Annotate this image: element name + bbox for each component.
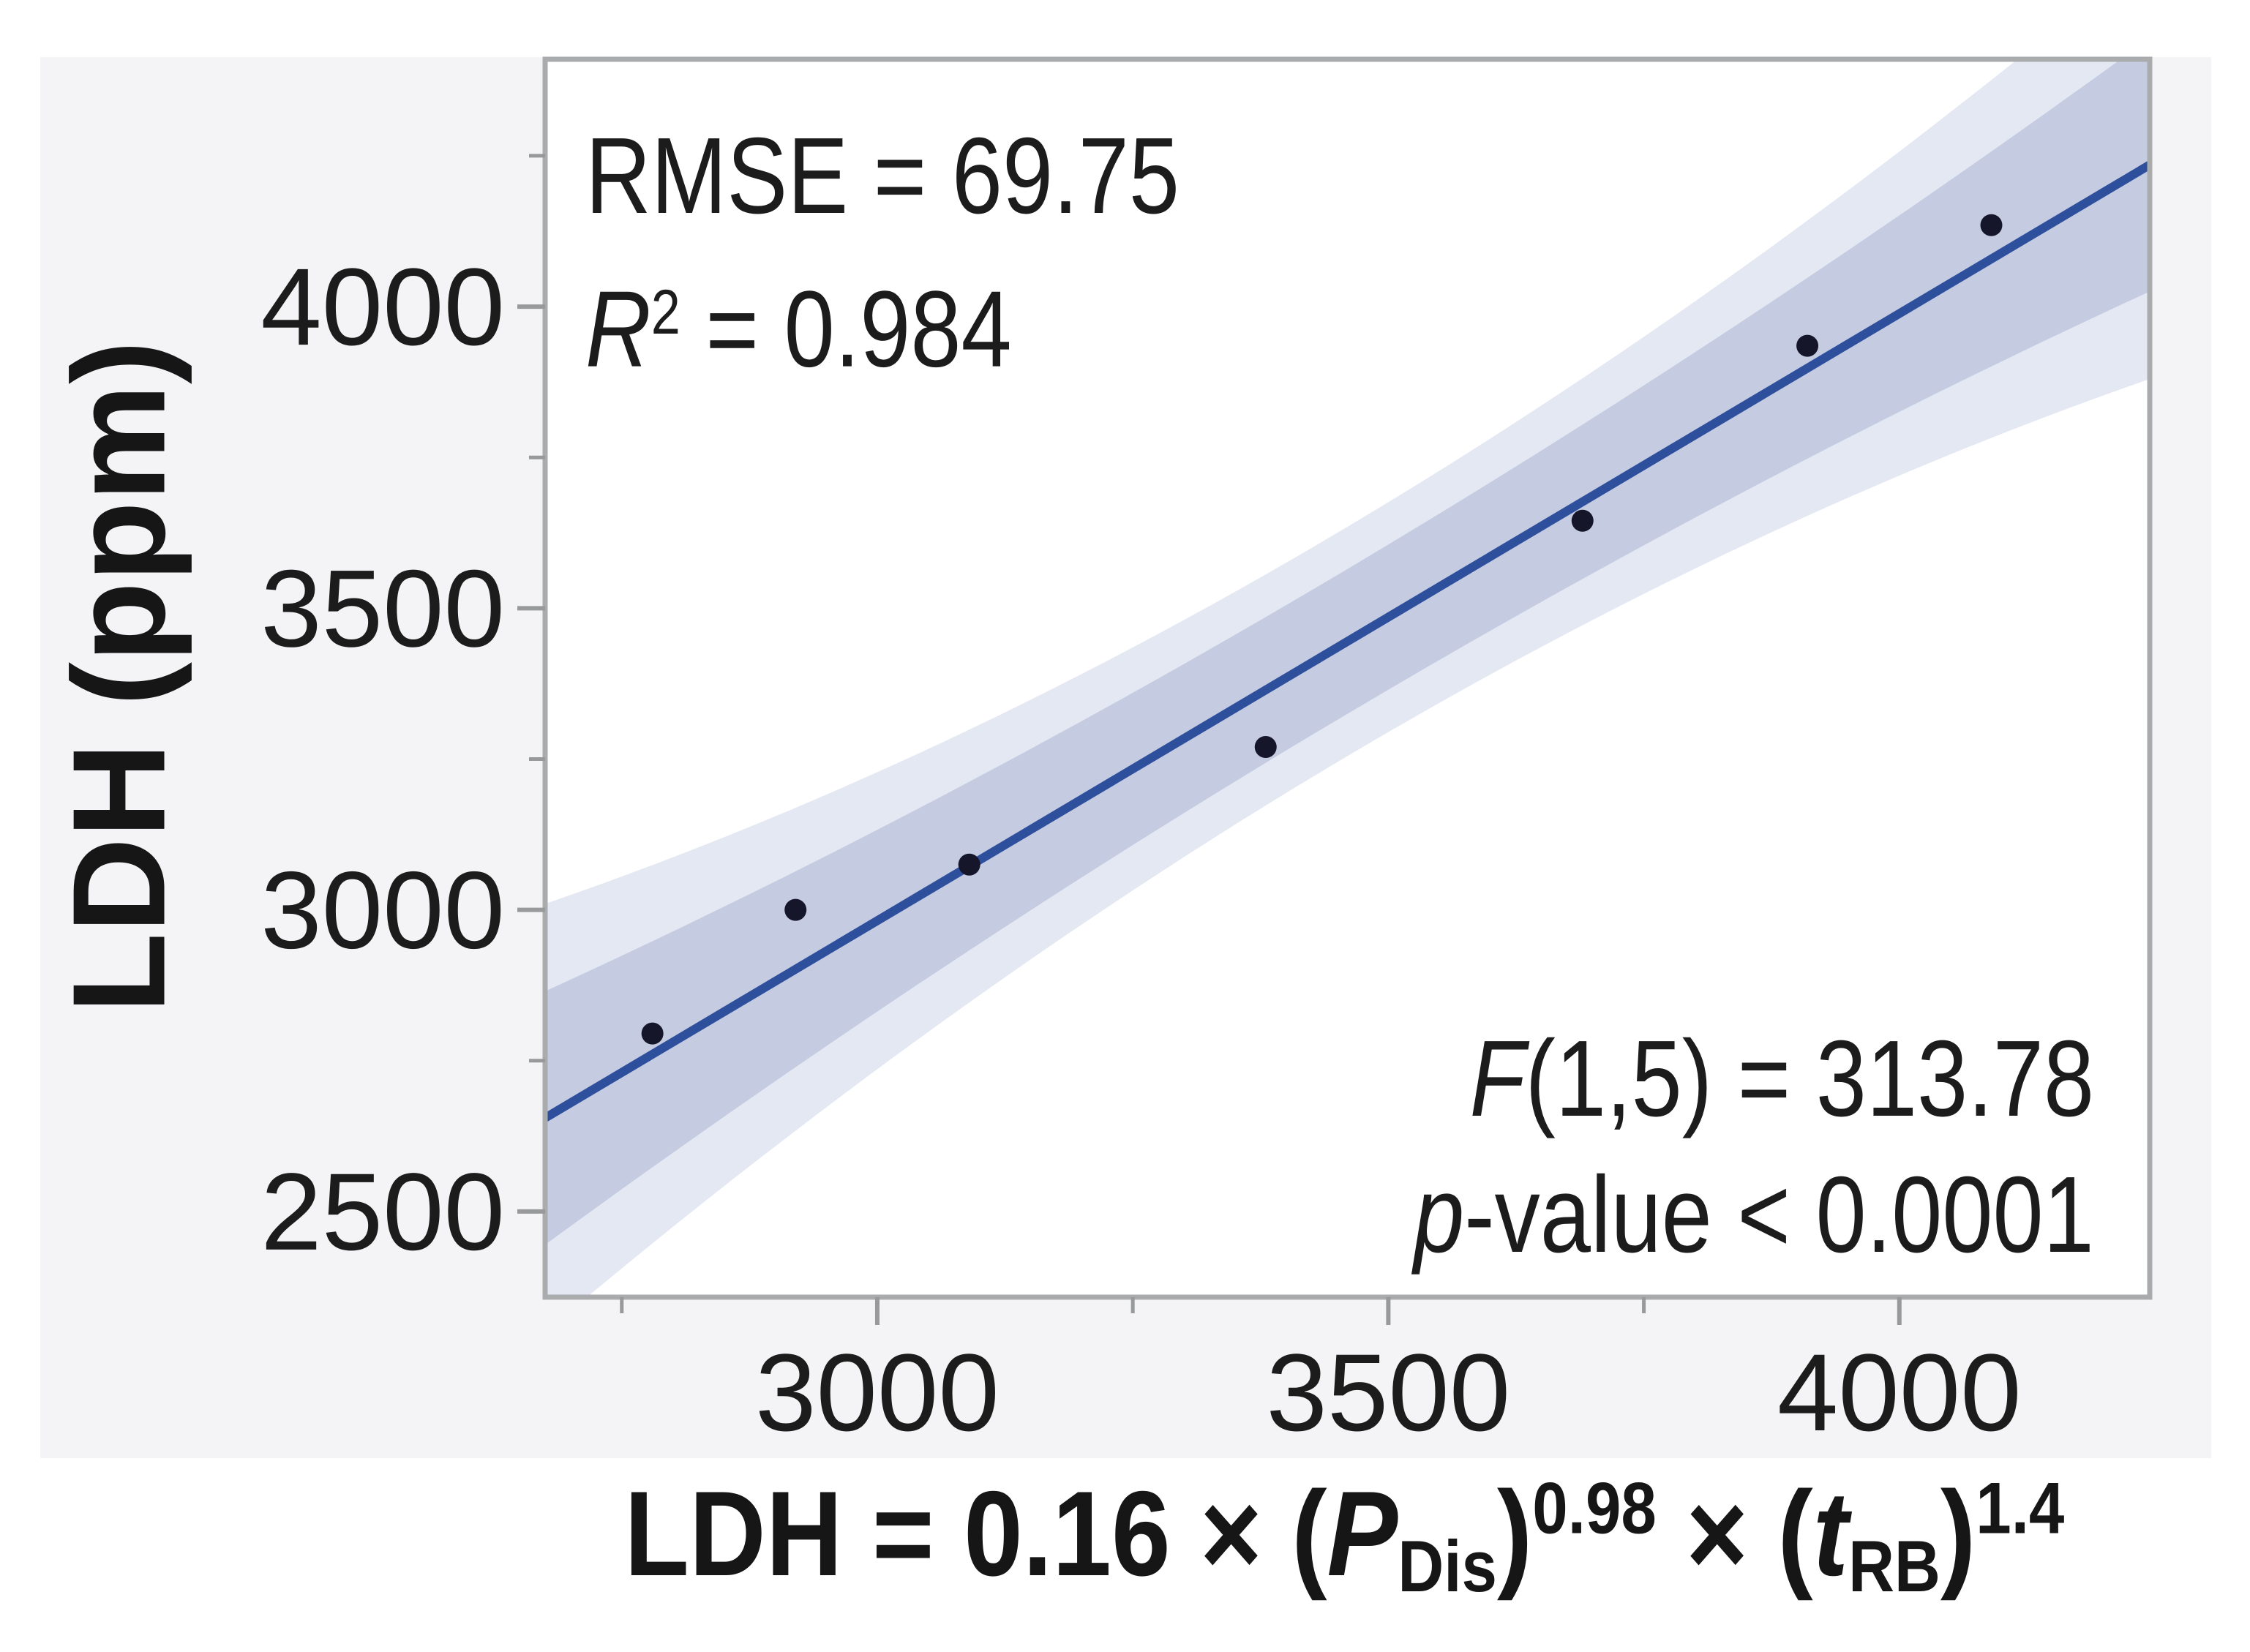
y-tick-label: 3000 bbox=[260, 849, 505, 972]
text-segment: P bbox=[1327, 1466, 1398, 1601]
significance-line-2: p-value < 0.0001 bbox=[1284, 1147, 2094, 1283]
y-tick-label: 3500 bbox=[260, 547, 505, 669]
y-axis-title: LDH (ppm) bbox=[45, 340, 193, 1013]
fit-stats-line-2: R2 = 0.984 bbox=[585, 244, 1293, 398]
text-segment: LDH = 0.16 × ( bbox=[624, 1466, 1327, 1601]
text-segment: × ( bbox=[1657, 1466, 1813, 1601]
text-segment: 2 bbox=[650, 277, 680, 348]
y-tick-label: 2500 bbox=[260, 1150, 505, 1273]
text-segment: ) bbox=[1940, 1466, 1976, 1601]
formula-text: LDH = 0.16 × (PDis)0.98 × (tRB)1.4 bbox=[624, 1465, 2064, 1608]
data-point bbox=[958, 853, 980, 876]
fit-stats-annotation: RMSE = 69.75 R2 = 0.984 bbox=[585, 108, 1293, 398]
y-tick-label: 4000 bbox=[260, 245, 505, 368]
plot-frame bbox=[542, 56, 2153, 1300]
text-segment: RB bbox=[1848, 1525, 1941, 1607]
text-segment: = 0.984 bbox=[680, 269, 1012, 390]
data-point bbox=[1571, 509, 1594, 532]
text-segment: -value < 0.0001 bbox=[1464, 1154, 2094, 1275]
text-segment: Dis bbox=[1398, 1525, 1498, 1607]
text-segment: F bbox=[1469, 1018, 1526, 1139]
x-tick-label: 4000 bbox=[1777, 1331, 2022, 1454]
text-segment: p bbox=[1414, 1154, 1465, 1275]
text-segment: RMSE = 69.75 bbox=[585, 116, 1180, 236]
data-point bbox=[1254, 736, 1277, 758]
x-tick-label: 3000 bbox=[755, 1331, 1000, 1454]
data-point bbox=[1980, 214, 2003, 236]
significance-line-1: F(1,5) = 313.78 bbox=[1284, 1011, 2094, 1147]
confidence-band bbox=[547, 61, 2148, 1244]
text-segment: 0.98 bbox=[1532, 1467, 1657, 1549]
data-point bbox=[1796, 334, 1819, 357]
text-segment: R bbox=[585, 269, 651, 390]
text-segment: ) bbox=[1497, 1466, 1533, 1601]
text-segment: (1,5) = 313.78 bbox=[1525, 1018, 2094, 1139]
regression-line bbox=[547, 161, 2148, 1122]
x-axis-title-formula: LDH = 0.16 × (PDis)0.98 × (tRB)1.4 bbox=[439, 1465, 2250, 1608]
text-segment: t bbox=[1812, 1466, 1849, 1601]
x-tick-label: 3500 bbox=[1267, 1331, 1511, 1454]
fit-stats-line-1: RMSE = 69.75 bbox=[585, 108, 1293, 244]
text-segment: 1.4 bbox=[1976, 1467, 2065, 1549]
significance-annotation: F(1,5) = 313.78 p-value < 0.0001 bbox=[1284, 1011, 2094, 1283]
data-point bbox=[784, 898, 807, 921]
data-point bbox=[641, 1022, 664, 1045]
